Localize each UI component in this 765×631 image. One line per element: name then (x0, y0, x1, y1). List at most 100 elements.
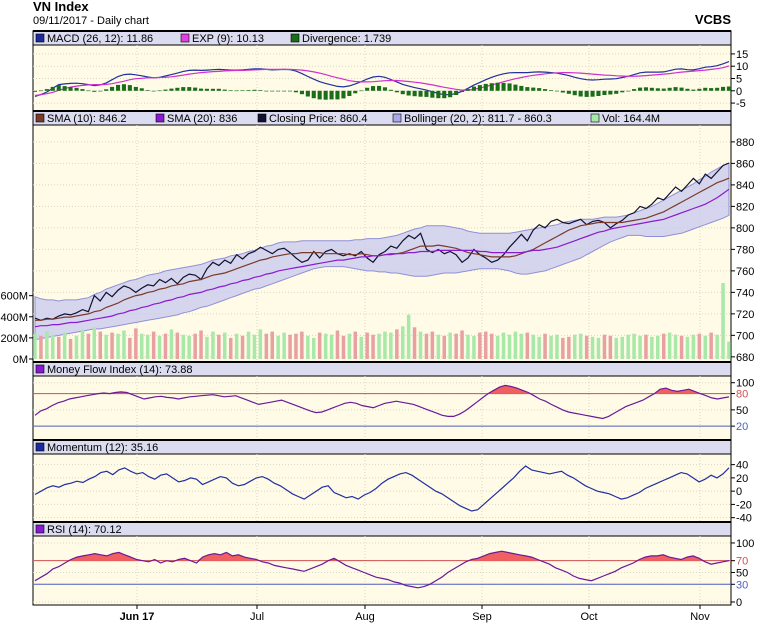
volume-bar (697, 333, 702, 359)
volume-bar (727, 341, 731, 359)
volume-bar (377, 333, 381, 359)
volume-bar (276, 335, 280, 359)
divergence-bar (305, 90, 310, 97)
volume-bar (395, 329, 399, 359)
legend-swatch-macd-0 (35, 33, 45, 43)
volume-bar (359, 336, 363, 359)
divergence-bar (92, 90, 97, 92)
volume-bar (175, 332, 180, 359)
volume-bar (33, 333, 37, 359)
volume-bar (234, 333, 239, 359)
divergence-bar (157, 90, 162, 92)
volume-bar (199, 330, 203, 359)
legend-label-rsi-0: RSI (14): 70.12 (47, 524, 122, 536)
ytick-label-price-2: 840 (736, 180, 754, 192)
ytick-label-macd-1: 10 (736, 61, 748, 73)
volume-bar (691, 334, 696, 359)
divergence-bar (371, 86, 376, 91)
volume-bar (436, 334, 441, 359)
divergence-bar (430, 90, 435, 98)
volume-bar (650, 336, 654, 359)
ytick-label-momentum-3: -20 (736, 499, 752, 511)
divergence-bar (50, 86, 55, 91)
legend-swatch-price-0 (35, 113, 45, 123)
volume-bar (406, 314, 411, 359)
divergence-bar (638, 87, 643, 91)
divergence-bar (228, 90, 233, 91)
volume-bar (312, 337, 316, 359)
volume-bar (715, 334, 719, 359)
divergence-bar (204, 88, 209, 91)
divergence-bar (436, 90, 441, 99)
volume-bar (656, 335, 660, 359)
divergence-bar (673, 87, 678, 91)
divergence-bar (454, 90, 459, 95)
legend-label-macd-2: Divergence: 1.739 (302, 33, 391, 45)
divergence-bar (104, 89, 109, 91)
ytick-label-macd-4: -5 (736, 98, 746, 110)
volume-bar (602, 334, 607, 359)
volume-bar (454, 333, 458, 359)
divergence-bar (210, 88, 215, 91)
volume-bar (187, 335, 191, 359)
volume-bar (205, 336, 209, 359)
legend-swatch-price-3 (392, 113, 402, 123)
volume-bar (478, 332, 482, 359)
divergence-bar (359, 90, 364, 92)
volume-bar (341, 335, 346, 359)
divergence-bar (175, 87, 180, 91)
volume-bar (430, 331, 435, 359)
divergence-bar (264, 90, 269, 92)
divergence-bar (614, 90, 619, 94)
volume-bar (246, 331, 251, 359)
divergence-bar (317, 90, 322, 100)
legend-label-momentum-0: Momentum (12): 35.16 (47, 442, 158, 454)
divergence-bar (400, 90, 405, 95)
volume-bar (122, 330, 126, 359)
chart-title: VN Index (33, 0, 89, 14)
divergence-bar (234, 90, 239, 92)
ytick-label-momentum-1: 20 (736, 473, 748, 485)
volume-bar (347, 333, 352, 359)
divergence-bar (270, 90, 275, 92)
divergence-bar (187, 87, 192, 91)
legend-swatch-macd-1 (180, 33, 190, 43)
volume-bar (181, 334, 185, 359)
divergence-bar (590, 90, 595, 97)
panel-price: 880 860 840 820 800 780 760 740 720 700 680 600M 400… (0, 110, 754, 366)
ytick-label-price-6: 760 (736, 266, 754, 278)
divergence-bar (406, 90, 411, 96)
ytick-label-momentum-4: -40 (736, 513, 752, 525)
volume-bar (288, 334, 292, 359)
volume-bar (134, 328, 138, 359)
volume-bar (424, 333, 429, 359)
divergence-bar (151, 90, 156, 92)
volume-bar (371, 334, 375, 359)
divergence-bar (483, 83, 488, 91)
legend-label-price-1: SMA (20): 836 (167, 113, 237, 125)
divergence-bar (519, 85, 524, 91)
volume-bar (110, 332, 114, 359)
divergence-bar (199, 88, 204, 91)
volume-bar (608, 335, 613, 359)
volume-bar (217, 334, 221, 359)
divergence-bar (181, 87, 186, 91)
volume-bar (264, 333, 269, 359)
volume-bar (323, 333, 328, 359)
volume-bar (86, 333, 91, 359)
volume-bar (418, 331, 423, 359)
volume-bar (157, 335, 162, 359)
ytick-label-price-8: 720 (736, 309, 754, 321)
divergence-bar (288, 90, 293, 92)
divergence-bar (560, 90, 565, 93)
volume-bar (39, 335, 43, 359)
divergence-bar (299, 90, 304, 95)
volume-bar (596, 337, 601, 359)
ytick-label-momentum-0: 40 (736, 460, 748, 472)
divergence-bar (465, 89, 470, 91)
xtick-label-5: Nov (690, 611, 710, 623)
volume-bar (549, 335, 553, 359)
